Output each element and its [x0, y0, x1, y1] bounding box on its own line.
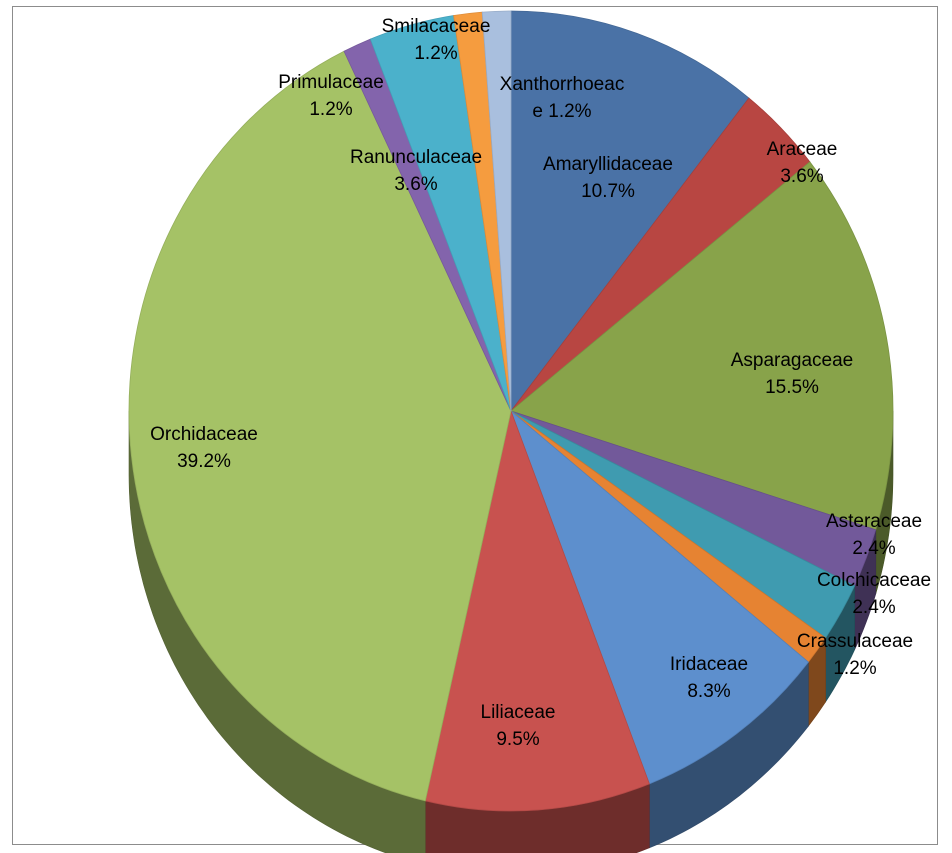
data-label-asteraceae: Asteraceae 2.4% — [826, 511, 922, 559]
data-label-ranunculaceae: Ranunculaceae 3.6% — [350, 147, 482, 195]
data-label-xanthorrhoeaceae: Xanthorrhoeac e 1.2% — [500, 74, 625, 122]
data-label-asparagaceae: Asparagaceae 15.5% — [731, 350, 854, 398]
slice-amaryllidaceae[interactable] — [510, 10, 750, 413]
data-label-liliaceae: Liliaceae 9.5% — [481, 702, 556, 750]
data-label-araceae: Araceae 3.6% — [767, 139, 838, 187]
data-label-amaryllidaceae: Amaryllidaceae 10.7% — [543, 154, 673, 202]
slice-liliaceae[interactable] — [424, 409, 650, 812]
data-label-iridaceae: Iridaceae 8.3% — [670, 654, 748, 702]
data-label-colchicaceae: Colchicaceae 2.4% — [817, 570, 931, 618]
data-labels: Amaryllidaceae 10.7% Araceae 3.6% Asparagace… — [150, 16, 931, 750]
slice-asparagaceae[interactable] — [510, 161, 894, 531]
slice-iridaceae[interactable] — [510, 409, 809, 785]
data-label-smilacaceae: Smilacaceae 1.2% — [382, 16, 491, 64]
pie-top-layer — [128, 10, 894, 812]
pie-depth-layer — [128, 410, 894, 853]
data-label-primulaceae: Primulaceae 1.2% — [278, 72, 384, 120]
slice-xanthorrhoeaceae[interactable] — [481, 10, 512, 412]
data-label-crassulaceae: Crassulaceae 1.2% — [797, 631, 913, 679]
data-label-orchidaceae: Orchidaceae 39.2% — [150, 424, 258, 472]
slice-orchidaceae[interactable] — [128, 50, 512, 802]
